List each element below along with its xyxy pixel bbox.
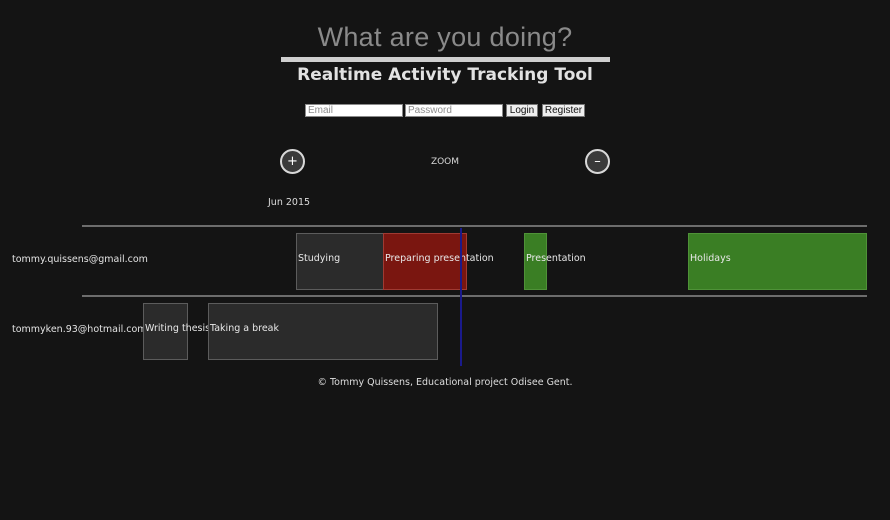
timeline-item-studying[interactable]: Studying [296,233,384,290]
zoom-in-button[interactable]: + [280,149,305,174]
zoom-label: ZOOM [430,157,460,167]
timeline-row-divider [82,225,867,227]
timeline-item-preparing-presentation[interactable]: Preparing presentation [383,233,494,290]
headline-underline [281,57,610,62]
current-time-marker [460,228,462,366]
register-button[interactable]: Register [542,104,585,117]
timeline-item-label: Writing thesis [145,323,211,334]
timeline-item-label: Holidays [690,253,731,264]
timeline-item-label: Presentation [526,253,586,264]
timeline-item-label: Taking a break [210,323,280,334]
email-input[interactable] [305,104,403,117]
timeline-axis-label: Jun 2015 [268,197,311,208]
timeline-row-divider [82,295,867,297]
password-input[interactable] [405,104,503,117]
zoom-out-button[interactable]: – [585,149,610,174]
app-title: Realtime Activity Tracking Tool [297,65,593,85]
timeline-item-label: Studying [298,253,341,264]
page-headline: What are you doing? [317,22,573,52]
login-button[interactable]: Login [506,104,538,117]
timeline-item-presentation[interactable]: Presentation [524,233,586,290]
group-label-user-1: tommy.quissens@gmail.com [12,254,148,265]
timeline-item-holidays[interactable]: Holidays [688,233,867,290]
group-label-user-2: tommyken.93@hotmail.com [12,324,147,335]
timeline-item-label: Preparing presentation [385,253,494,264]
timeline-item-writing-thesis[interactable]: Writing thesis [143,303,210,360]
timeline-item-taking-a-break[interactable]: Taking a break [208,303,438,360]
plus-icon: + [287,154,298,169]
footer-copyright: © Tommy Quissens, Educational project Od… [317,377,573,388]
minus-icon: – [594,154,601,169]
